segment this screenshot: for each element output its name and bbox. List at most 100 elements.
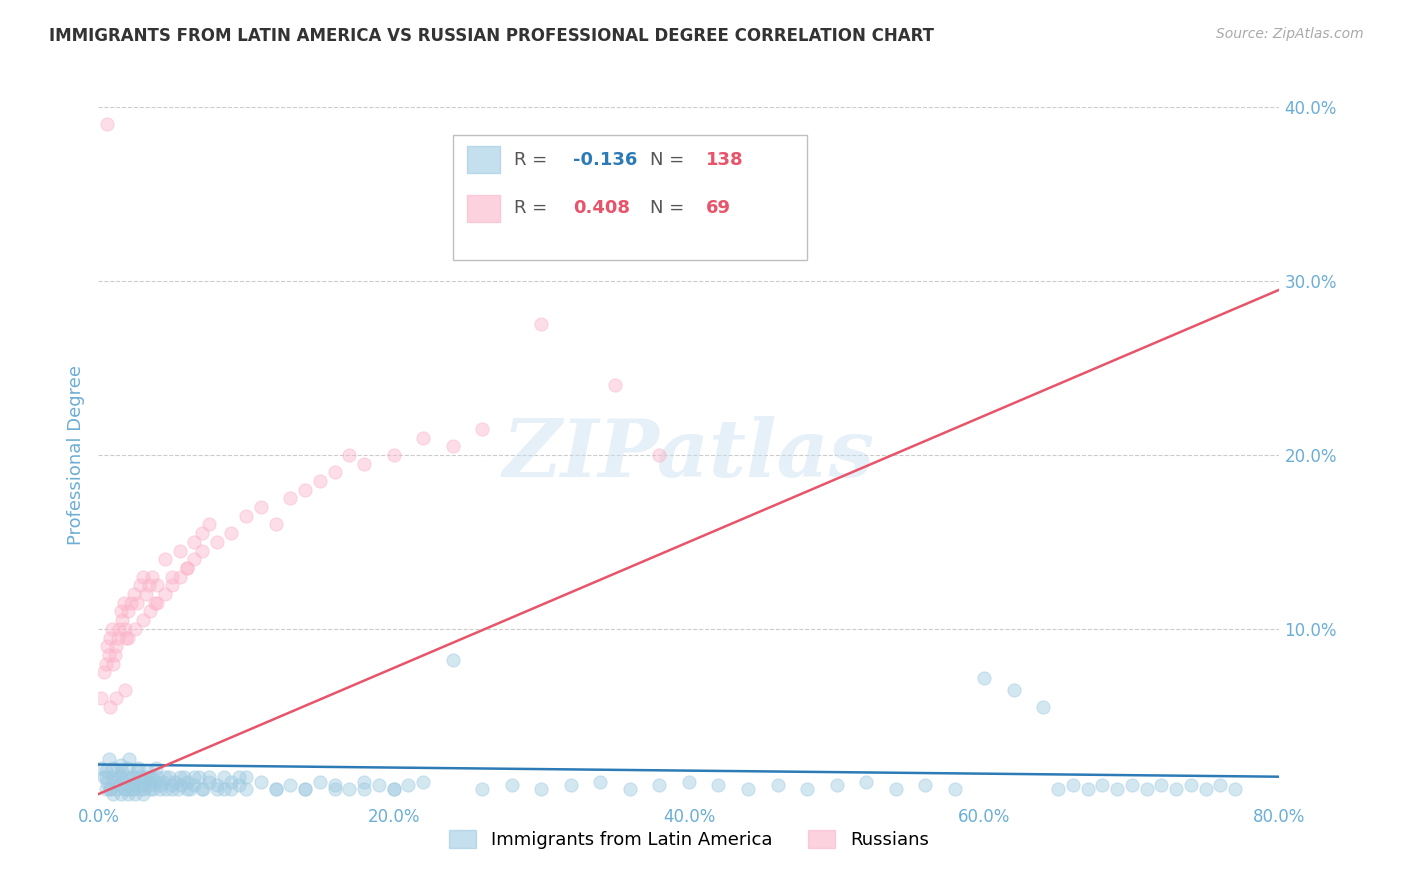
Point [132, 570, 155, 584]
Point [111, 764, 134, 779]
Point [118, 752, 141, 766]
Point [191, 781, 214, 796]
Point [1209, 778, 1232, 793]
Point [648, 778, 671, 793]
Point [153, 552, 176, 566]
Point [107, 770, 129, 784]
Point [132, 787, 155, 801]
Point [1062, 778, 1084, 793]
Point [1121, 778, 1143, 793]
Point [309, 474, 332, 488]
Point [1091, 778, 1114, 793]
Point [280, 491, 302, 506]
Point [139, 605, 162, 619]
Point [138, 775, 160, 789]
Point [114, 682, 136, 697]
Point [323, 466, 346, 480]
Point [605, 378, 627, 392]
Point [198, 775, 221, 789]
Text: R =: R = [515, 151, 553, 169]
Point [153, 587, 176, 601]
Point [235, 770, 257, 784]
Point [855, 775, 877, 789]
Point [228, 770, 250, 784]
Text: Source: ZipAtlas.com: Source: ZipAtlas.com [1216, 27, 1364, 41]
Point [884, 781, 907, 796]
Point [117, 787, 139, 801]
Point [205, 534, 228, 549]
Point [108, 622, 131, 636]
Point [589, 775, 612, 789]
Point [103, 657, 125, 671]
Point [323, 778, 346, 793]
Point [98, 781, 121, 796]
Point [264, 517, 287, 532]
Point [121, 770, 143, 784]
Point [176, 775, 198, 789]
Point [124, 787, 146, 801]
Point [94, 781, 117, 796]
Point [93, 770, 115, 784]
Point [132, 613, 155, 627]
Point [146, 596, 169, 610]
Point [619, 781, 641, 796]
Text: ZIPatlas: ZIPatlas [503, 417, 875, 493]
Point [124, 775, 146, 789]
Point [1032, 700, 1054, 714]
Point [143, 775, 166, 789]
Point [412, 430, 434, 444]
Point [191, 526, 214, 541]
Point [110, 605, 132, 619]
Point [339, 448, 361, 462]
Point [143, 596, 166, 610]
FancyBboxPatch shape [467, 146, 501, 173]
Point [141, 570, 163, 584]
Point [162, 570, 183, 584]
Point [129, 778, 152, 793]
Point [1107, 781, 1129, 796]
Point [132, 775, 155, 789]
Point [152, 775, 174, 789]
Point [120, 778, 142, 793]
Point [120, 781, 142, 796]
Point [1166, 781, 1188, 796]
Y-axis label: Professional Degree: Professional Degree [66, 365, 84, 545]
Point [198, 517, 221, 532]
Point [228, 778, 250, 793]
Point [191, 543, 214, 558]
Point [183, 534, 205, 549]
FancyBboxPatch shape [453, 135, 807, 260]
Point [707, 778, 730, 793]
Point [323, 781, 346, 796]
Point [176, 781, 198, 796]
Point [183, 552, 205, 566]
Point [1077, 781, 1099, 796]
Point [128, 770, 150, 784]
Point [560, 778, 582, 793]
Point [1046, 781, 1070, 796]
Point [173, 770, 195, 784]
Legend: Immigrants from Latin America, Russians: Immigrants from Latin America, Russians [441, 822, 936, 856]
Point [382, 781, 405, 796]
Point [264, 781, 287, 796]
Point [205, 778, 228, 793]
Point [112, 775, 135, 789]
Point [183, 770, 205, 784]
Point [97, 648, 120, 662]
Point [110, 787, 132, 801]
Text: N =: N = [650, 199, 690, 218]
Point [97, 752, 120, 766]
Point [1195, 781, 1218, 796]
Point [530, 318, 553, 332]
Point [501, 204, 523, 219]
Point [1150, 778, 1173, 793]
Point [103, 761, 125, 775]
Point [235, 508, 257, 523]
Point [398, 778, 420, 793]
Text: 69: 69 [706, 199, 731, 218]
Point [105, 781, 128, 796]
Point [125, 596, 148, 610]
Point [179, 781, 201, 796]
Point [136, 764, 159, 779]
Point [114, 622, 136, 636]
